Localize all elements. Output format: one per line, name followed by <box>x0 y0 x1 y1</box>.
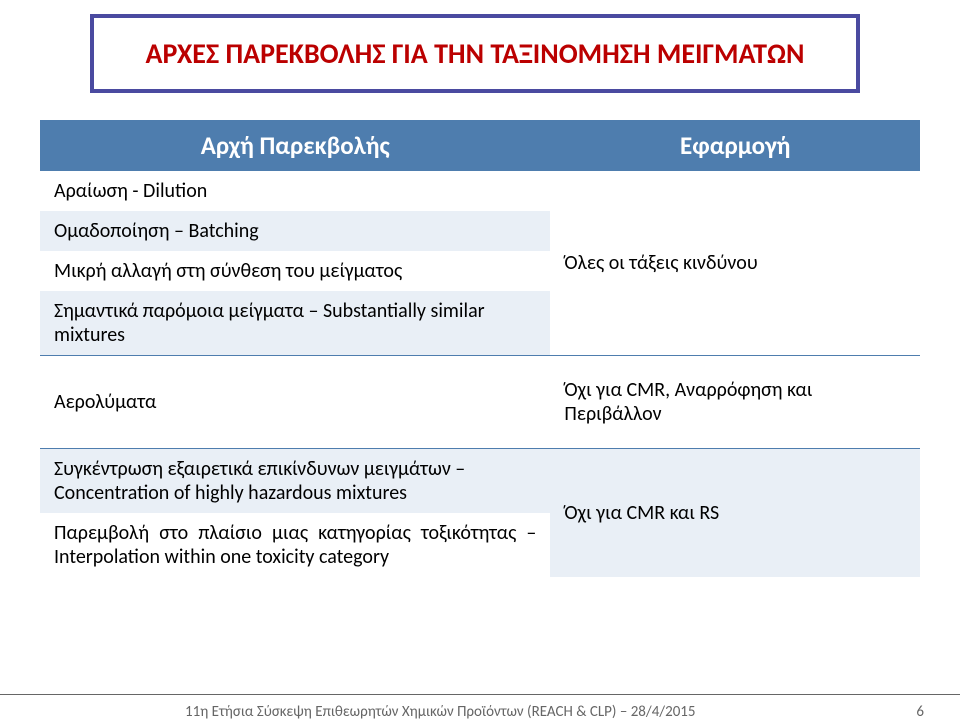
application-all-hazard-classes: Όλες οι τάξεις κινδύνου <box>550 171 920 356</box>
slide-footer: 11η Ετήσια Σύσκεψη Επιθεωρητών Χημικών Π… <box>0 694 960 701</box>
principle-conc-highly-hazardous: Συγκέντρωση εξαιρετικά επικίνδυνων μειγμ… <box>40 449 550 514</box>
col-header-principle: Αρχή Παρεκβολής <box>40 120 550 171</box>
principle-aerosols: Αερολύματα <box>40 356 550 449</box>
application-not-cmr-rs: Όχι για CMR και RS <box>550 449 920 578</box>
principle-dilution: Αραίωση - Dilution <box>40 171 550 211</box>
col-header-application: Εφαρμογή <box>550 120 920 171</box>
page-number: 6 <box>916 703 924 721</box>
slide-title: ΑΡΧΕΣ ΠΑΡΕΚΒΟΛΗΣ ΓΙΑ ΤΗΝ ΤΑΞΙΝΟΜΗΣΗ ΜΕΙΓ… <box>90 14 860 93</box>
principle-substantially-similar: Σημαντικά παρόμοια μείγματα – Substantia… <box>40 291 550 356</box>
principles-table: Αρχή Παρεκβολής Εφαρμογή Αραίωση - Dilut… <box>40 120 920 577</box>
principle-batching: Ομαδοποίηση – Batching <box>40 211 550 251</box>
principle-small-composition-change: Μικρή αλλαγή στη σύνθεση του μείγματος <box>40 251 550 291</box>
application-not-cmr-aspiration-env: Όχι για CMR, Αναρρόφηση και Περιβάλλον <box>550 356 920 449</box>
principle-interpolation-toxicity: Παρεμβολή στο πλαίσιο μιας κατηγορίας το… <box>40 513 550 577</box>
footer-text: 11η Ετήσια Σύσκεψη Επιθεωρητών Χημικών Π… <box>185 703 696 721</box>
